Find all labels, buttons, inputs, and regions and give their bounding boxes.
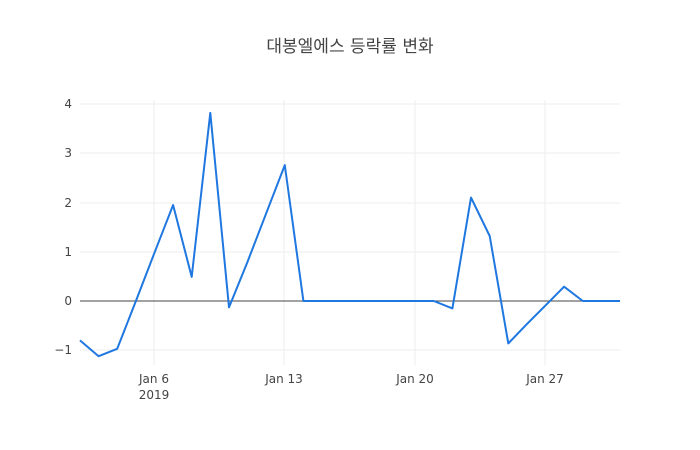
x-tick: Jan 13 — [264, 372, 303, 386]
series-line[interactable] — [79, 111, 620, 358]
x-tick-year: 2019 — [139, 388, 170, 402]
y-tick: 3 — [64, 146, 72, 160]
y-tick: −1 — [54, 343, 72, 357]
y-tick: 1 — [64, 245, 72, 259]
x-tick: Jan 6 — [138, 372, 169, 386]
chart-title: 대봉엘에스 등락률 변화 — [266, 37, 434, 57]
x-axis-ticks: Jan 6 2019 Jan 13 Jan 20 Jan 27 — [138, 372, 564, 402]
y-tick: 4 — [64, 97, 72, 111]
y-tick: 0 — [64, 294, 72, 308]
y-tick: 2 — [64, 196, 72, 210]
x-tick: Jan 20 — [395, 372, 434, 386]
y-axis-ticks: 4 3 2 1 0 −1 — [54, 97, 72, 357]
gridlines — [80, 100, 620, 365]
x-tick: Jan 27 — [525, 372, 564, 386]
